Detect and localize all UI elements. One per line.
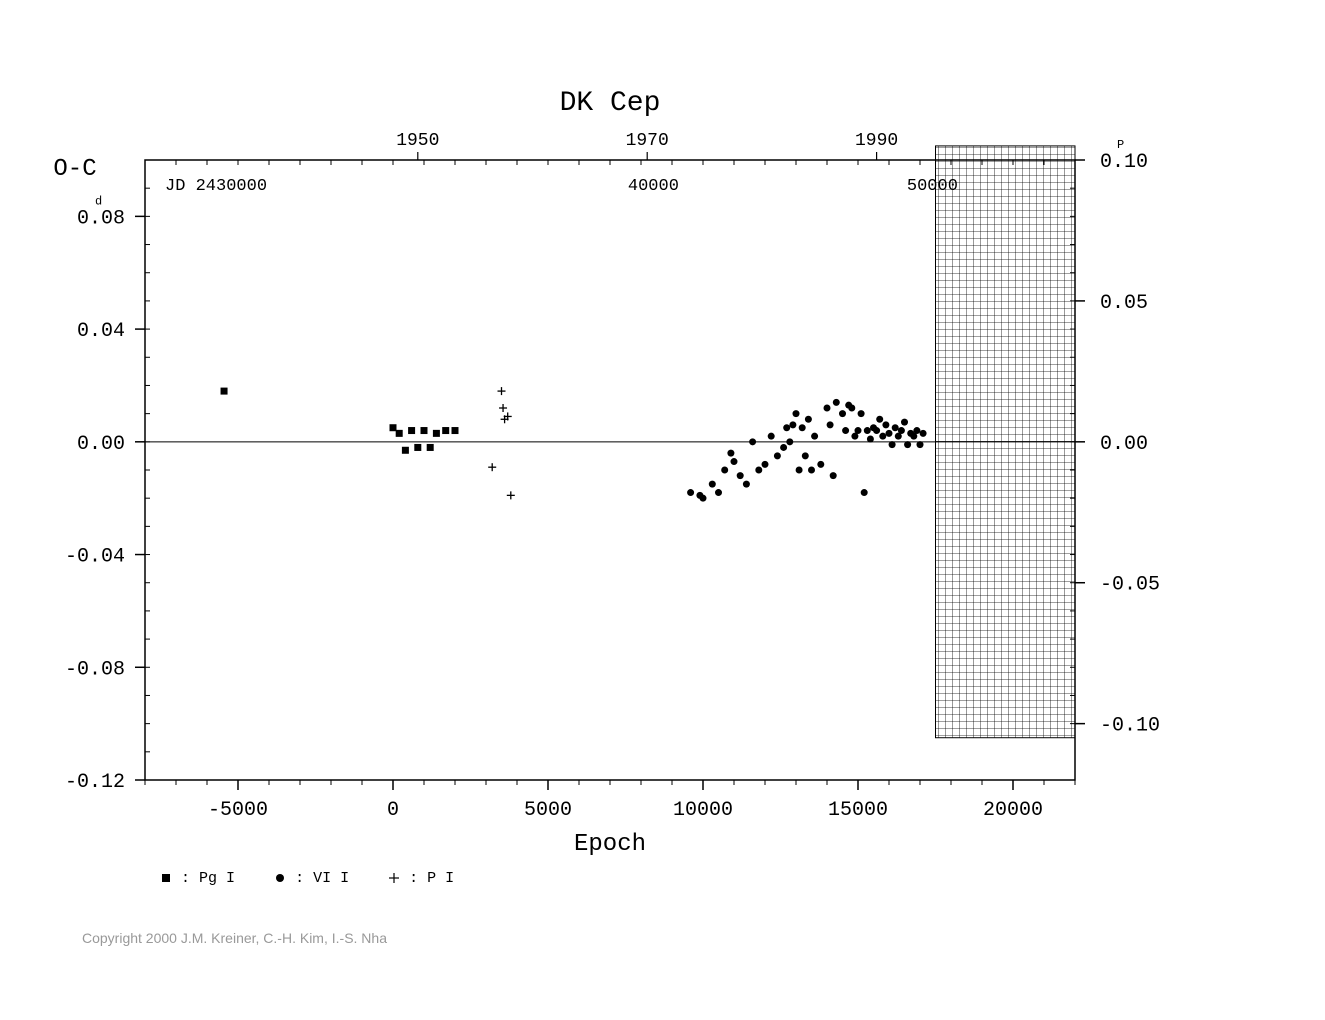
svg-text:d: d: [95, 194, 102, 208]
svg-text:50000: 50000: [907, 177, 958, 196]
svg-text:0: 0: [387, 799, 399, 822]
legend: : Pg I : VI I : P I: [160, 870, 484, 887]
svg-text:15000: 15000: [828, 799, 888, 822]
svg-text:O-C: O-C: [53, 156, 96, 183]
oc-diagram: -5000 0 5000 10000 15000 20000 -0.12 -0.08 -0.04…: [0, 0, 1325, 1020]
svg-text:1990: 1990: [855, 131, 898, 151]
svg-text:DK Cep: DK Cep: [560, 88, 661, 119]
svg-text:1950: 1950: [396, 131, 439, 151]
legend-pg: : Pg I: [160, 870, 235, 887]
svg-text:-0.08: -0.08: [65, 658, 125, 681]
svg-text:-0.12: -0.12: [65, 771, 125, 794]
legend-pg-label: : Pg I: [181, 870, 235, 887]
legend-p: : P I: [388, 870, 454, 887]
copyright-text: Copyright 2000 J.M. Kreiner, C.-H. Kim, …: [82, 930, 387, 946]
svg-text:JD 2430000: JD 2430000: [165, 177, 267, 196]
svg-text:0.00: 0.00: [1100, 433, 1148, 456]
svg-text:Epoch: Epoch: [574, 831, 646, 858]
svg-text:5000: 5000: [524, 799, 572, 822]
svg-text:-0.04: -0.04: [65, 546, 125, 569]
svg-text:0.00: 0.00: [77, 433, 125, 456]
svg-text:-0.10: -0.10: [1100, 715, 1160, 738]
svg-text:-0.05: -0.05: [1100, 574, 1160, 597]
legend-vi: : VI I: [274, 870, 349, 887]
svg-text:10000: 10000: [673, 799, 733, 822]
svg-text:40000: 40000: [628, 177, 679, 196]
svg-text:0.04: 0.04: [77, 320, 125, 343]
svg-text:0.05: 0.05: [1100, 292, 1148, 315]
legend-p-label: : P I: [409, 870, 454, 887]
svg-text:0.08: 0.08: [77, 207, 125, 230]
svg-text:-5000: -5000: [208, 799, 268, 822]
svg-text:P: P: [1117, 138, 1124, 152]
legend-vi-label: : VI I: [295, 870, 349, 887]
svg-text:0.10: 0.10: [1100, 151, 1148, 174]
svg-text:1970: 1970: [626, 131, 669, 151]
svg-text:20000: 20000: [983, 799, 1043, 822]
